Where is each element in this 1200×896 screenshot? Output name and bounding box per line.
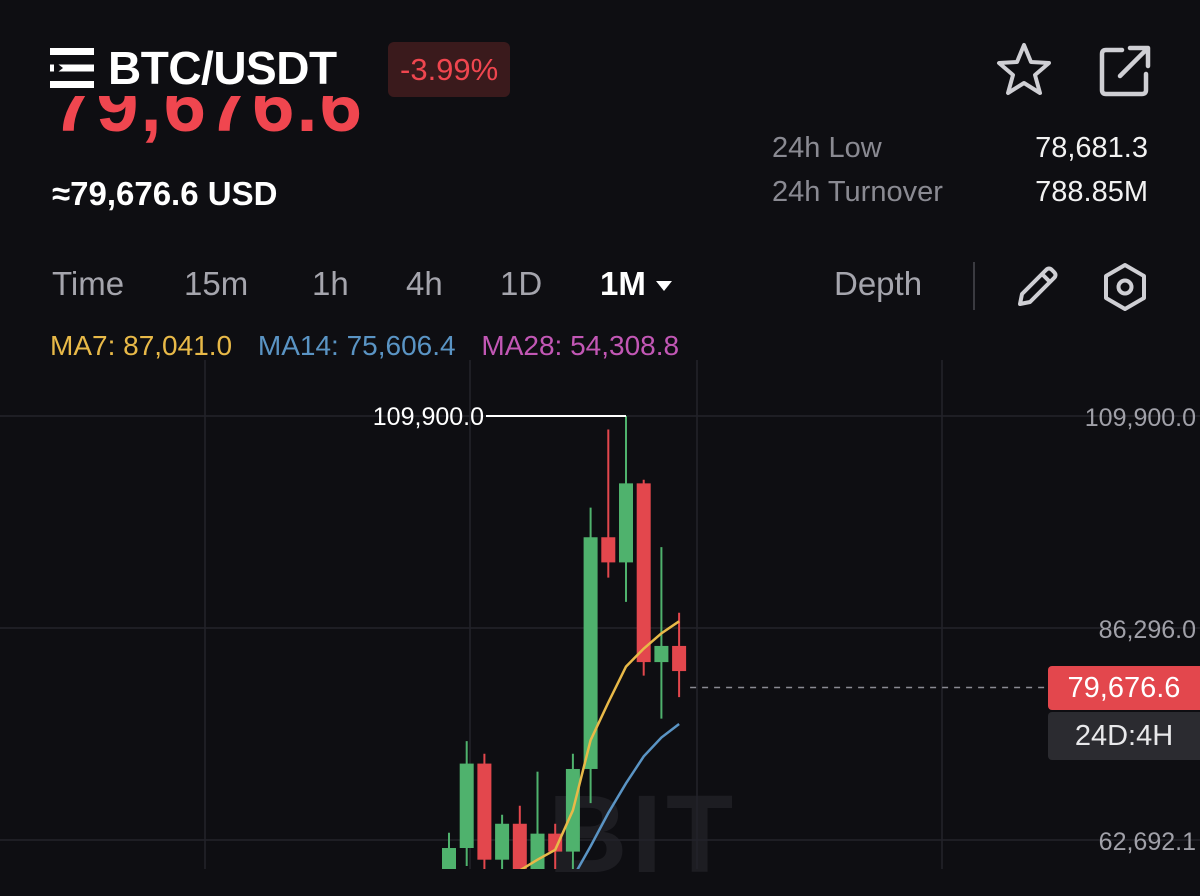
candle-body <box>477 763 492 860</box>
candle-body <box>530 833 545 869</box>
trading-pair-title[interactable]: BTC/USDT <box>108 42 337 94</box>
candle-body <box>495 823 510 860</box>
candle-body <box>619 483 633 563</box>
stat-label-24h-low: 24h Low <box>772 132 882 164</box>
y-axis-label: 62,692.1 <box>1099 828 1196 856</box>
ma14-label: MA14: 75,606.4 <box>257 330 456 361</box>
y-axis-label: 109,900.0 <box>1085 404 1196 432</box>
candle-body <box>636 483 651 663</box>
ma7-label: MA7: 87,041.0 <box>50 330 233 361</box>
stat-value-24h-turnover: 788.85M <box>1035 176 1148 208</box>
tab-1m-label: 1M <box>600 265 646 302</box>
tab-4h[interactable]: 4h <box>406 265 443 302</box>
menu-icon[interactable] <box>50 48 94 88</box>
y-axis-label: 86,296.0 <box>1099 616 1196 644</box>
pencil-icon[interactable] <box>1014 264 1060 310</box>
price-change-badge: -3.99% <box>388 42 511 97</box>
candle-body <box>459 763 474 849</box>
stat-value-24h-low: 78,681.3 <box>1035 132 1148 164</box>
candle-body <box>601 537 616 563</box>
tab-15m[interactable]: 15m <box>184 265 249 302</box>
star-icon[interactable] <box>994 40 1054 100</box>
share-icon[interactable] <box>1096 42 1154 100</box>
candle-body <box>583 537 598 769</box>
chevron-down-icon <box>655 281 672 292</box>
high-marker-label: 109,900.0 <box>373 403 484 431</box>
usd-price: ≈79,676.6 USD <box>52 175 278 212</box>
candle-body <box>548 833 563 852</box>
tab-1h[interactable]: 1h <box>312 265 349 302</box>
current-price-tag: 79,676.6 <box>1048 666 1200 710</box>
candle-body <box>672 645 687 672</box>
tab-time[interactable]: Time <box>52 265 125 302</box>
tab-1m[interactable]: 1M <box>600 262 672 306</box>
candle-body <box>442 848 456 869</box>
tab-divider <box>973 262 975 310</box>
last-price: 79,676.6 <box>52 96 364 148</box>
candle-body <box>654 645 669 663</box>
settings-hexagon-icon[interactable] <box>1100 262 1150 312</box>
candlestick-chart[interactable]: 109,900.0 86,296.0 62,692.1 109,900.0 <box>0 360 1200 869</box>
candle-body <box>512 823 527 869</box>
candle-countdown: 24D:4H <box>1048 712 1200 760</box>
ma14-line <box>576 723 680 869</box>
stat-label-24h-turnover: 24h Turnover <box>772 176 943 208</box>
tab-1d[interactable]: 1D <box>500 265 543 302</box>
ma28-label: MA28: 54,308.8 <box>481 330 680 361</box>
ma7-line <box>519 620 680 869</box>
tab-depth[interactable]: Depth <box>834 265 923 302</box>
ma-indicators: MA7: 87,041.0 MA14: 75,606.4 MA28: 54,30… <box>50 328 697 364</box>
